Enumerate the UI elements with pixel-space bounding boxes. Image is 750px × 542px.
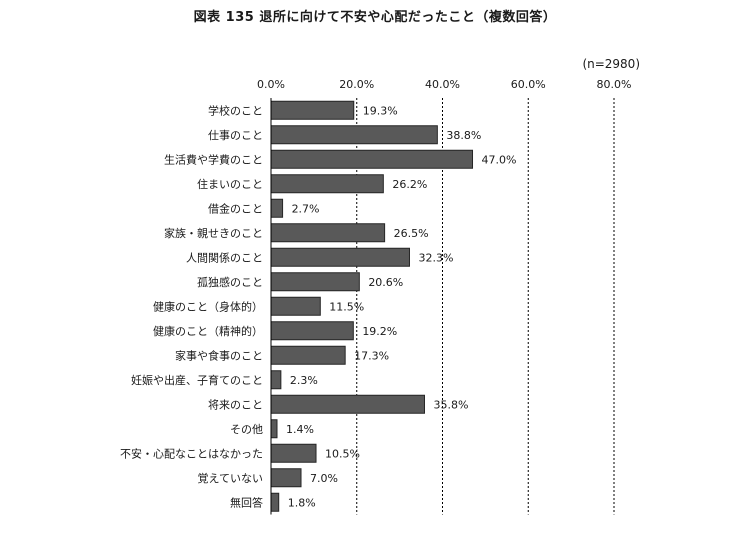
value-label: 26.2% bbox=[392, 178, 427, 191]
category-labels: 学校のこと仕事のこと生活費や学費のこと住まいのこと借金のこと家族・親せきのこと人… bbox=[120, 103, 263, 509]
bar bbox=[270, 174, 384, 194]
bar bbox=[270, 125, 438, 145]
x-tick-label: 40.0% bbox=[425, 78, 460, 91]
category-label: その他 bbox=[230, 423, 263, 436]
bar bbox=[270, 321, 354, 341]
category-label: 借金のこと bbox=[208, 201, 263, 215]
x-tick-label: 80.0% bbox=[597, 78, 632, 91]
category-label: 健康のこと（精神的） bbox=[153, 324, 263, 338]
value-label: 26.5% bbox=[394, 227, 429, 240]
bar bbox=[270, 272, 360, 292]
category-label: 無回答 bbox=[230, 495, 263, 509]
category-label: 将来のこと bbox=[208, 398, 263, 411]
category-label: 健康のこと（身体的） bbox=[153, 299, 263, 313]
chart-title: 図表 135 退所に向けて不安や心配だったこと（複数回答） bbox=[193, 10, 557, 25]
value-label: 20.6% bbox=[368, 276, 403, 289]
value-label: 19.3% bbox=[363, 104, 398, 117]
category-label: 妊娠や出産、子育てのこと bbox=[131, 373, 263, 387]
category-label: 人間関係のこと bbox=[186, 251, 263, 264]
value-label: 10.5% bbox=[325, 447, 360, 460]
value-label: 7.0% bbox=[310, 472, 338, 485]
value-label: 38.8% bbox=[446, 129, 481, 142]
category-label: 生活費や学費のこと bbox=[164, 152, 263, 166]
value-label: 32.3% bbox=[418, 251, 453, 264]
value-labels: 19.3% 38.8%47.0% 26.2% 2.7% 26.5% 32.3% 20.6% 1… bbox=[286, 104, 516, 509]
bar bbox=[270, 468, 302, 488]
category-label: 不安・心配なことはなかった bbox=[120, 446, 263, 460]
bars bbox=[270, 100, 474, 512]
x-axis-ticks: 0.0% 20.0% 40.0% 60.0% 80.0% bbox=[257, 78, 631, 91]
bar bbox=[270, 419, 278, 439]
value-label: 35.8% bbox=[433, 398, 468, 411]
value-label: 1.4% bbox=[286, 423, 314, 436]
category-label: 住まいのこと bbox=[197, 177, 263, 191]
bar bbox=[270, 100, 355, 120]
x-tick-label: 60.0% bbox=[511, 78, 546, 91]
bar bbox=[270, 223, 386, 243]
bar bbox=[270, 492, 280, 512]
value-label: 1.8% bbox=[288, 496, 316, 509]
bar bbox=[270, 345, 346, 365]
bar bbox=[270, 394, 425, 414]
category-label: 家族・親せきのこと bbox=[164, 226, 263, 240]
x-tick-label: 0.0% bbox=[257, 78, 285, 91]
value-label: 47.0% bbox=[482, 153, 517, 166]
x-tick-label: 20.0% bbox=[339, 78, 374, 91]
category-label: 孤独感のこと bbox=[197, 276, 263, 289]
value-label: 19.2% bbox=[362, 325, 397, 338]
bar bbox=[270, 296, 321, 316]
value-label: 2.3% bbox=[290, 374, 318, 387]
category-label: 学校のこと bbox=[208, 103, 263, 117]
bar bbox=[270, 370, 282, 390]
bar bbox=[270, 443, 317, 463]
category-label: 覚えていない bbox=[198, 472, 263, 485]
category-label: 家事や食事のこと bbox=[175, 348, 263, 362]
bar bbox=[270, 198, 284, 218]
category-label: 仕事のこと bbox=[208, 129, 263, 142]
bar bbox=[270, 247, 410, 267]
value-label: 2.7% bbox=[292, 202, 320, 215]
bar bbox=[270, 149, 474, 169]
value-label: 17.3% bbox=[354, 349, 389, 362]
sample-size-label: (n=2980) bbox=[582, 57, 640, 71]
value-label: 11.5% bbox=[329, 300, 364, 313]
